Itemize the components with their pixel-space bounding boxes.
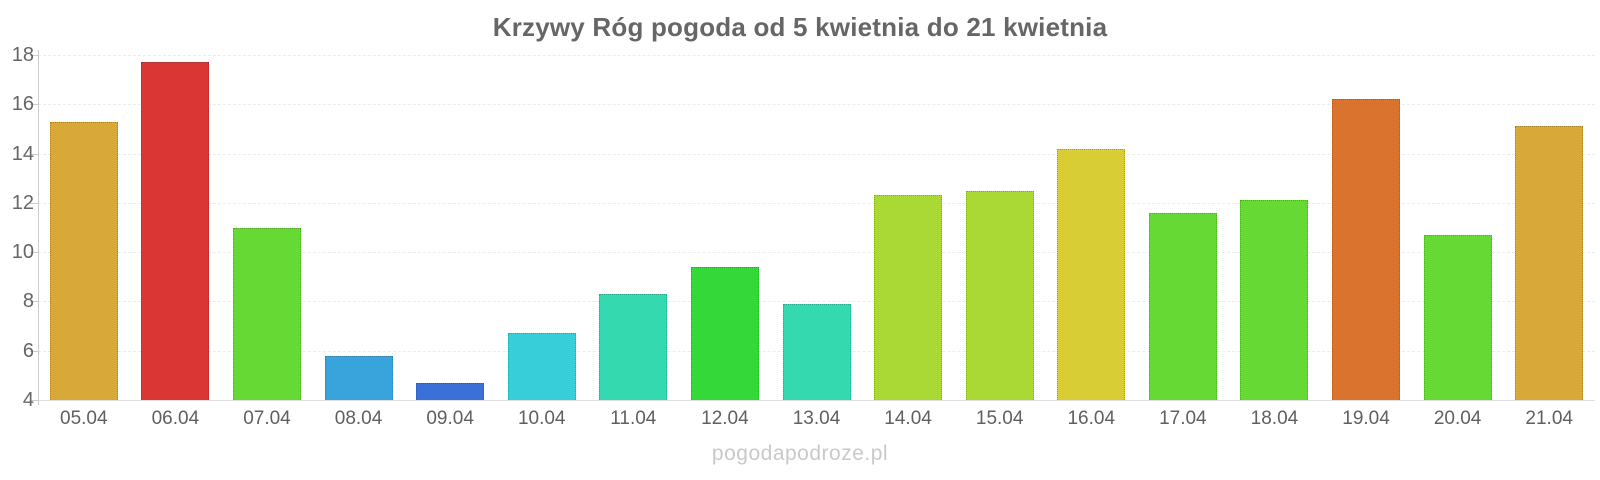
y-axis-tick-label: 18 [11, 44, 34, 66]
x-axis-label-14.04: 14.04 [884, 408, 932, 429]
y-axis-tick-label: 8 [22, 290, 34, 313]
x-axis-label-10.04: 10.04 [517, 408, 566, 429]
x-axis-label-17.04: 17.04 [1159, 408, 1207, 429]
x-axis-label-20.04: 20.04 [1433, 408, 1482, 429]
y-axis-tick [30, 350, 38, 352]
x-axis-label-15.04: 15.04 [975, 408, 1024, 429]
y-gridline [38, 153, 1595, 155]
y-axis-tick [30, 400, 38, 401]
y-axis-tick-label: 14 [11, 142, 34, 165]
y-gridline [38, 252, 1595, 254]
y-axis-tick [30, 153, 38, 155]
bar-13.04[interactable] [782, 303, 851, 400]
y-axis-tick [30, 252, 38, 254]
bar-14.04[interactable] [874, 195, 943, 400]
bar-10.04[interactable] [507, 333, 576, 400]
x-axis-label-16.04: 16.04 [1067, 408, 1116, 429]
bar-09.04[interactable] [416, 382, 485, 400]
y-axis-tick [30, 202, 38, 204]
y-axis-tick [30, 104, 38, 106]
y-axis-tick [30, 301, 38, 303]
bar-06.04[interactable] [141, 62, 210, 400]
x-axis-label-18.04: 18.04 [1250, 408, 1299, 429]
x-axis-label-08.04: 08.04 [334, 408, 383, 429]
y-gridline [38, 104, 1595, 106]
bar-05.04[interactable] [49, 121, 118, 400]
x-axis-label-05.04: 05.04 [60, 408, 108, 429]
y-gridline [38, 301, 1595, 303]
x-axis-label-19.04: 19.04 [1342, 408, 1390, 429]
y-axis-line [38, 50, 39, 405]
bar-08.04[interactable] [324, 355, 393, 400]
bar-16.04[interactable] [1057, 148, 1126, 400]
bar-19.04[interactable] [1332, 99, 1401, 400]
x-axis-label-12.04: 12.04 [701, 408, 749, 429]
bar-20.04[interactable] [1423, 234, 1492, 400]
watermark: pogodapodroze.pl [711, 442, 889, 465]
bar-18.04[interactable] [1240, 200, 1309, 400]
x-axis-label-07.04: 07.04 [243, 408, 291, 429]
y-gridline [38, 55, 1595, 56]
y-axis-tick [30, 55, 38, 56]
x-axis-label-09.04: 09.04 [426, 408, 474, 429]
chart-title: Krzywy Róg pogoda od 5 kwietnia do 21 kw… [492, 12, 1108, 42]
x-axis-label-13.04: 13.04 [792, 408, 841, 429]
x-axis-label-11.04: 11.04 [610, 408, 657, 429]
x-axis-label-21.04: 21.04 [1525, 408, 1573, 429]
bar-12.04[interactable] [690, 266, 759, 400]
y-axis-tick-label: 10 [11, 241, 34, 264]
bar-21.04[interactable] [1515, 126, 1584, 400]
y-axis-tick-label: 6 [22, 339, 34, 362]
bar-07.04[interactable] [232, 227, 301, 400]
x-axis-label-06.04: 06.04 [151, 408, 200, 429]
x-axis-line [38, 400, 1595, 401]
bar-15.04[interactable] [965, 190, 1034, 400]
bar-17.04[interactable] [1148, 212, 1217, 400]
y-axis-tick-label: 12 [11, 191, 34, 214]
bar-11.04[interactable] [599, 294, 668, 400]
y-gridline [38, 202, 1595, 204]
y-axis-tick-label: 16 [11, 93, 34, 116]
y-axis-tick-label: 4 [22, 389, 34, 411]
